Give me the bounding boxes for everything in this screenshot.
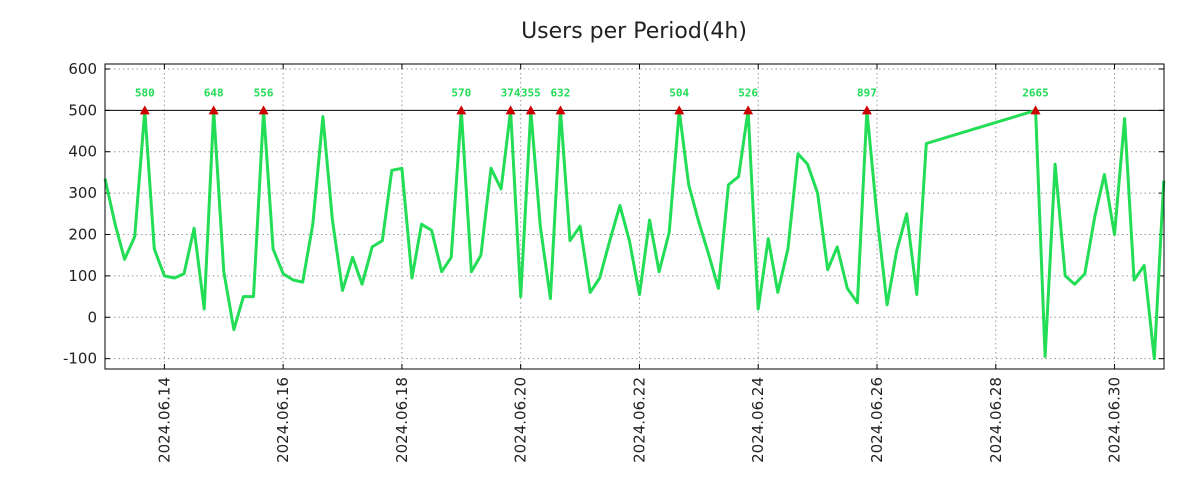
peak-label: 897 (857, 86, 877, 99)
peak-marker (861, 105, 872, 115)
axis-layer: -100 0 100 200 300 400 500 600 2024.06.14 2024.06… (63, 60, 1164, 463)
x-tick-label: 2024.06.18 (393, 377, 411, 463)
peak-marker (743, 105, 754, 115)
x-tick-label: 2024.06.22 (630, 377, 648, 463)
x-tick-label: 2024.06.20 (512, 377, 530, 463)
x-tick-label: 2024.06.14 (155, 377, 173, 463)
peak-marker (674, 105, 685, 115)
chart-title: Users per Period(4h) (521, 19, 747, 44)
peak-label: 556 (254, 86, 274, 99)
grid-layer (105, 64, 1164, 369)
peak-marker (456, 105, 467, 115)
peak-label: 570 (451, 86, 471, 99)
peak-marker (139, 105, 150, 115)
y-tick-label: 600 (68, 60, 97, 78)
peak-label: 526 (738, 86, 758, 99)
y-tick-label: 200 (68, 226, 97, 244)
x-tick-label: 2024.06.24 (749, 377, 767, 463)
y-tick-label: 400 (68, 143, 97, 161)
peak-marker (525, 105, 536, 115)
y-tick-label: 0 (87, 308, 97, 326)
y-tick-label: 500 (68, 101, 97, 119)
peak-layer: 580 648 556 570 374 355 632 504 526 897 2665 (135, 86, 1049, 115)
x-tick-label: 2024.06.16 (274, 377, 292, 463)
peak-label: 632 (551, 86, 571, 99)
peak-marker (258, 105, 269, 115)
peak-label: 504 (669, 86, 689, 99)
x-tick-label: 2024.06.26 (868, 377, 886, 463)
x-tick-label: 2024.06.28 (987, 377, 1005, 463)
y-tick-label: 300 (68, 184, 97, 202)
peak-label: 374 (501, 86, 521, 99)
plot-frame (104, 63, 1165, 370)
series-layer (103, 108, 1166, 361)
peak-label: 580 (135, 86, 155, 99)
peak-marker (555, 105, 566, 115)
series-line-users (103, 108, 1166, 361)
x-tick-label: 2024.06.30 (1106, 377, 1124, 463)
peak-marker (505, 105, 516, 115)
peak-label: 648 (204, 86, 224, 99)
y-tick-label: 100 (68, 267, 97, 285)
peak-marker (1030, 105, 1041, 115)
peak-marker (208, 105, 219, 115)
peak-label: 2665 (1022, 86, 1049, 99)
peak-label: 355 (521, 86, 541, 99)
y-tick-label: -100 (63, 350, 97, 368)
